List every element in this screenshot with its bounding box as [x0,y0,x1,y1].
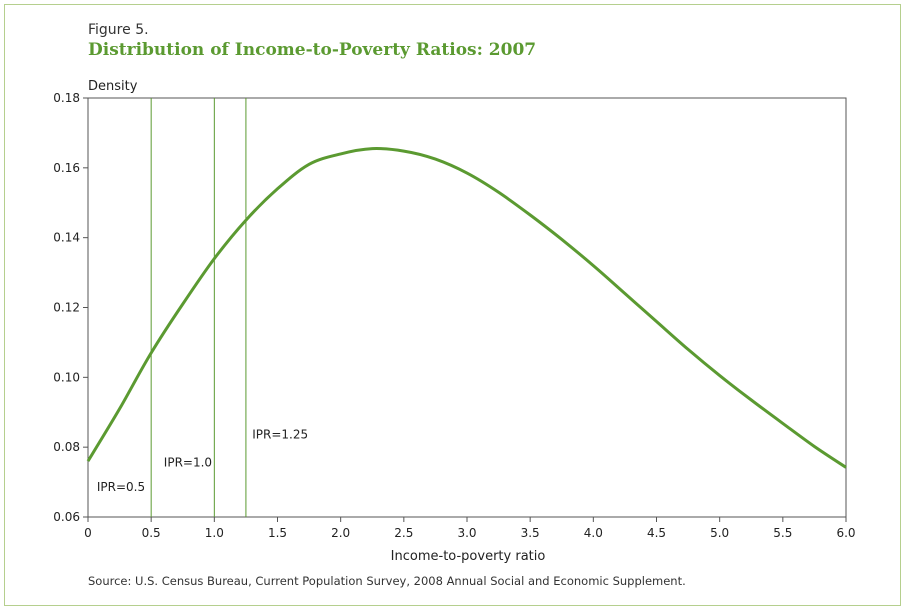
y-tick-label: 0.14 [53,231,80,245]
x-tick-label: 3.5 [521,526,540,540]
plot-area-border [87,97,847,518]
figure-frame [4,4,901,606]
x-tick-label: 6.0 [836,526,855,540]
y-tick-label: 0.16 [53,161,80,175]
x-tick-label: 4.0 [584,526,603,540]
x-tick-label: 3.0 [457,526,476,540]
reference-line-label: IPR=1.0 [164,455,212,469]
density-curve [86,147,847,469]
x-tick-label: 0.5 [142,526,161,540]
x-tick-label: 4.5 [647,526,666,540]
x-tick-label: 5.0 [710,526,729,540]
y-tick-label: 0.12 [53,301,80,315]
x-tick-label: 1.5 [268,526,287,540]
x-tick-label: 1.0 [205,526,224,540]
source-note: Source: U.S. Census Bureau, Current Popu… [88,574,686,588]
x-tick-label: 0 [84,526,92,540]
x-tick-label: 5.5 [773,526,792,540]
x-tick-label: 2.0 [331,526,350,540]
figure-title: Distribution of Income-to-Poverty Ratios… [88,40,537,60]
y-axis-label: Density [88,79,138,94]
y-tick-label: 0.06 [53,510,80,524]
reference-line-label: IPR=0.5 [97,480,145,494]
x-axis-label: Income-to-poverty ratio [391,549,546,564]
x-tick-label: 2.5 [394,526,413,540]
reference-line-label: IPR=1.25 [252,427,308,441]
y-tick-label: 0.08 [53,440,80,454]
y-tick-label: 0.10 [53,370,80,384]
y-tick-label: 0.18 [53,91,80,105]
figure-label: Figure 5. [88,22,149,38]
